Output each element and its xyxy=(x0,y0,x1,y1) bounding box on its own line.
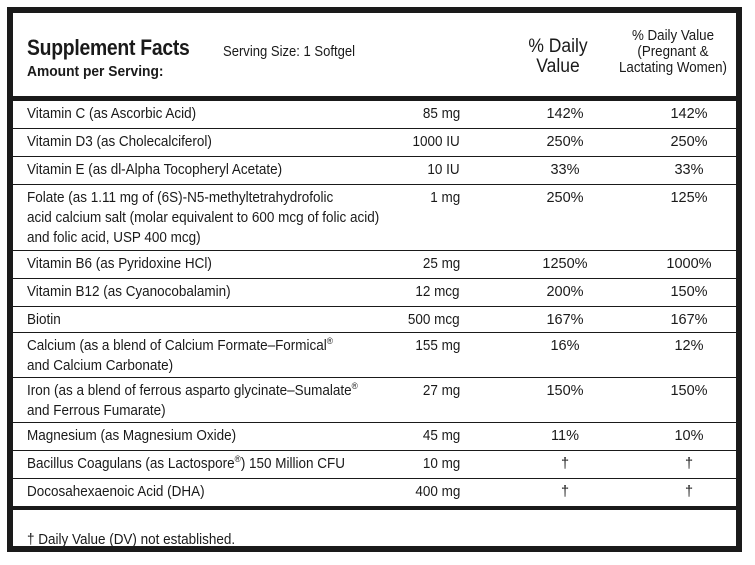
nutrient-amount: 12 mcg xyxy=(415,284,460,300)
nutrient-name: Vitamin C (as Ascorbic Acid) xyxy=(27,106,197,122)
nutrient-amount: 25 mg xyxy=(422,256,460,272)
nutrient-amount: 85 mg xyxy=(422,106,460,122)
pregnant-daily-value-percent: 1000% xyxy=(666,256,712,272)
nutrient-name: Bacillus Coagulans (as Lactospore®) 150 … xyxy=(27,454,345,472)
daily-value-percent: 33% xyxy=(550,162,580,178)
daily-value-percent: 16% xyxy=(550,338,580,354)
table-row: Calcium (as a blend of Calcium Formate–F… xyxy=(13,333,736,378)
daily-value-percent: 142% xyxy=(546,106,584,122)
daily-value-percent: 200% xyxy=(546,284,584,300)
footnote: † Daily Value (DV) not established. xyxy=(27,532,236,548)
table-row: Docosahexaenoic Acid (DHA) 400 mg † † xyxy=(13,479,736,510)
serving-size: Serving Size: 1 Softgel xyxy=(223,44,356,60)
amount-per-serving-label: Amount per Serving: xyxy=(27,63,164,80)
daily-value-percent: 167% xyxy=(546,312,584,328)
daily-value-percent: 150% xyxy=(546,383,584,399)
facts-title: Supplement Facts xyxy=(27,35,190,60)
pregnant-daily-value-percent: 12% xyxy=(674,338,704,354)
nutrient-amount: 45 mg xyxy=(422,428,460,444)
table-row: Vitamin B6 (as Pyridoxine HCl) 25 mg 1250%… xyxy=(13,251,736,279)
nutrient-amount: 155 mg xyxy=(415,338,460,354)
table-row: Vitamin B12 (as Cyanocobalamin) 12 mcg 200… xyxy=(13,279,736,307)
daily-value-percent: 250% xyxy=(546,134,584,150)
daily-value-percent: 11% xyxy=(551,428,579,444)
pregnant-daily-value-percent: 250% xyxy=(670,134,708,150)
header-divider xyxy=(13,96,736,101)
nutrient-name: Magnesium (as Magnesium Oxide) xyxy=(27,428,237,444)
pregnant-daily-value-percent: † xyxy=(684,484,694,500)
daily-value-percent: 1250% xyxy=(542,256,588,272)
pregnant-daily-value-percent: 33% xyxy=(674,162,704,178)
supplement-facts-panel: Supplement Facts Serving Size: 1 Softgel… xyxy=(7,7,742,552)
table-row: Vitamin D3 (as Cholecalciferol) 1000 IU 25… xyxy=(13,129,736,157)
table-row: Vitamin C (as Ascorbic Acid) 85 mg 142% 142… xyxy=(13,101,736,129)
nutrient-name: Vitamin D3 (as Cholecalciferol) xyxy=(27,134,212,150)
nutrient-amount: 400 mg xyxy=(415,484,460,500)
daily-value-percent: † xyxy=(560,484,570,500)
nutrient-name: Vitamin B12 (as Cyanocobalamin) xyxy=(27,284,231,300)
nutrient-amount: 10 mg xyxy=(422,456,460,472)
facts-header: Supplement Facts Serving Size: 1 Softgel… xyxy=(13,13,736,95)
daily-value-percent: † xyxy=(560,456,570,472)
nutrient-name: Docosahexaenoic Acid (DHA) xyxy=(27,484,205,500)
daily-value-column-header: % Daily Value xyxy=(528,36,588,77)
table-row: Vitamin E (as dl-Alpha Tocopheryl Acetat… xyxy=(13,157,736,185)
daily-value-percent: 250% xyxy=(546,190,584,206)
pregnant-daily-value-column-header: % Daily Value (Pregnant & Lactating Wome… xyxy=(618,28,728,76)
nutrient-name: Biotin xyxy=(27,312,61,328)
pregnant-daily-value-percent: 125% xyxy=(670,190,708,206)
pregnant-daily-value-percent: 150% xyxy=(670,383,708,399)
nutrient-table: Vitamin C (as Ascorbic Acid) 85 mg 142% 142… xyxy=(13,101,736,510)
pregnant-daily-value-percent: 142% xyxy=(670,106,708,122)
nutrient-name: Calcium (as a blend of Calcium Formate–F… xyxy=(27,336,333,374)
table-row: Biotin 500 mcg 167% 167% xyxy=(13,307,736,333)
table-row: Iron (as a blend of ferrous asparto glyc… xyxy=(13,378,736,423)
nutrient-name: Vitamin E (as dl-Alpha Tocopheryl Acetat… xyxy=(27,162,283,178)
table-row: Magnesium (as Magnesium Oxide) 45 mg 11% 10… xyxy=(13,423,736,451)
pregnant-daily-value-percent: † xyxy=(684,456,694,472)
nutrient-amount: 1000 IU xyxy=(412,134,460,150)
nutrient-amount: 1 mg xyxy=(430,190,460,206)
nutrient-amount: 27 mg xyxy=(422,383,460,399)
nutrient-name: Folate (as 1.11 mg of (6S)-N5-methyltetr… xyxy=(27,190,380,246)
nutrient-amount: 10 IU xyxy=(427,162,460,178)
pregnant-daily-value-percent: 150% xyxy=(670,284,708,300)
pregnant-daily-value-percent: 167% xyxy=(670,312,708,328)
table-row: Folate (as 1.11 mg of (6S)-N5-methyltetr… xyxy=(13,185,736,251)
nutrient-name: Iron (as a blend of ferrous asparto glyc… xyxy=(27,381,358,419)
pregnant-daily-value-percent: 10% xyxy=(674,428,704,444)
table-row: Bacillus Coagulans (as Lactospore®) 150 … xyxy=(13,451,736,479)
nutrient-amount: 500 mcg xyxy=(408,312,460,328)
nutrient-name: Vitamin B6 (as Pyridoxine HCl) xyxy=(27,256,212,272)
